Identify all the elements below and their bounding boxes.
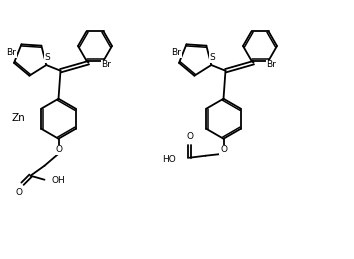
Text: OH: OH	[51, 176, 65, 185]
Text: Br: Br	[102, 60, 112, 69]
Text: O: O	[15, 188, 22, 197]
Text: O: O	[186, 132, 193, 141]
Text: O: O	[55, 145, 62, 154]
Text: O: O	[220, 145, 227, 154]
Text: Br: Br	[6, 48, 16, 57]
Text: HO: HO	[162, 155, 176, 164]
Text: S: S	[44, 53, 50, 62]
Text: Br: Br	[171, 48, 181, 57]
Text: Zn: Zn	[11, 113, 25, 123]
Text: Br: Br	[267, 60, 276, 69]
Text: S: S	[210, 53, 215, 62]
